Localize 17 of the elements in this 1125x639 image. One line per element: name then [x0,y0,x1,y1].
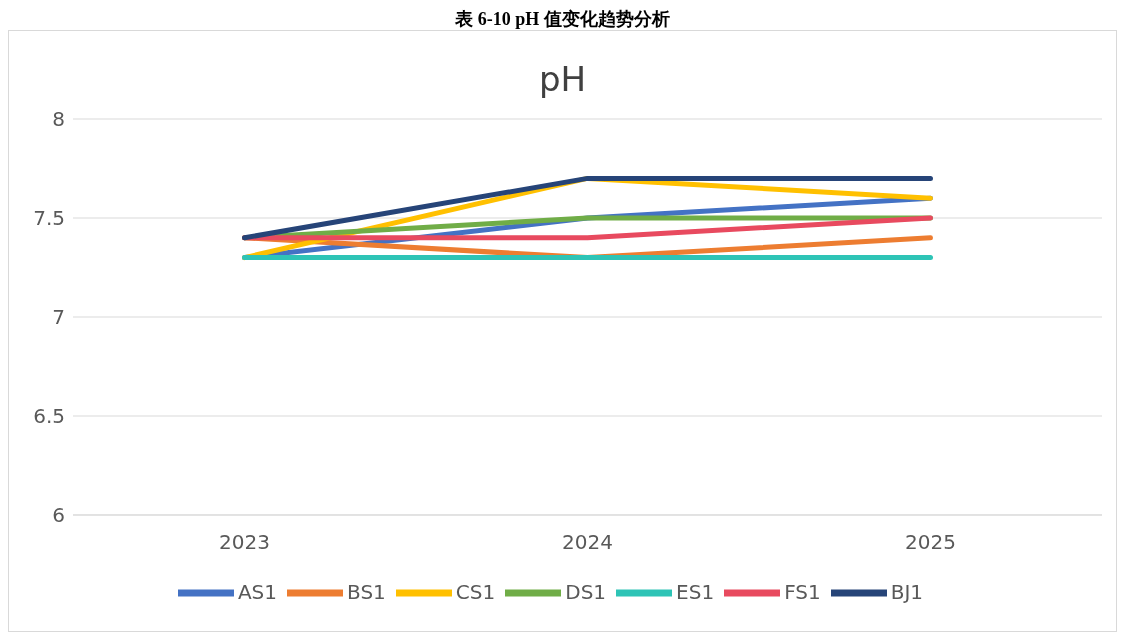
legend-label: BS1 [347,579,386,604]
legend-label: DS1 [565,579,607,604]
legend-label: ES1 [676,579,715,604]
x-tick-label: 2025 [905,530,956,555]
legend-label: AS1 [237,579,278,604]
legend-label: CS1 [455,579,496,604]
x-tick-label: 2024 [562,530,613,555]
y-tick-label: 6.5 [33,404,65,429]
legend-label: FS1 [784,579,821,604]
chart-title: pH [537,58,588,101]
x-tick-label: 2023 [219,530,270,555]
legend-label: BJ1 [890,579,924,604]
y-tick-label: 6 [52,503,65,528]
y-tick-label: 8 [52,107,65,132]
y-tick-label: 7 [52,305,65,330]
y-tick-label: 7.5 [33,206,65,231]
text: 表 6-10 pH 值变化趋势分析 [454,8,671,30]
